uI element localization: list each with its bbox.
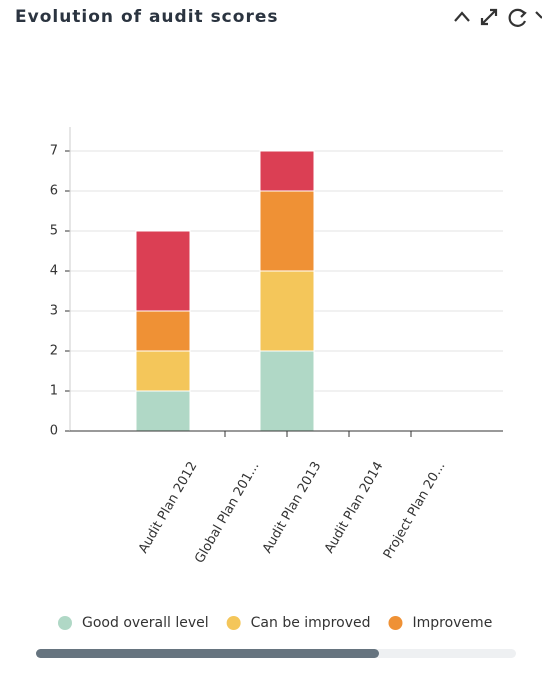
y-tick-label: 2 (50, 344, 58, 359)
x-tick-label: Audit Plan 2014 (322, 459, 387, 556)
legend-item[interactable]: Good overall level (58, 615, 209, 631)
y-tick-label: 6 (50, 184, 58, 199)
legend-marker (226, 616, 241, 630)
expand-icon[interactable] (480, 8, 498, 26)
legend-label: Can be improved (251, 615, 371, 631)
x-tick-label: Global Plan 201... (192, 459, 262, 566)
close-icon[interactable] (535, 11, 542, 19)
y-tick-label: 0 (50, 424, 58, 439)
legend: Good overall level Can be improved Improve… (58, 615, 492, 631)
bar-segment (135, 390, 191, 432)
x-tick-label: Audit Plan 2013 (260, 459, 325, 556)
chart-title: Evolution of audit scores (15, 7, 278, 27)
bar-segment (259, 270, 315, 352)
y-tick-label: 5 (50, 224, 58, 239)
x-tick-label: Audit Plan 2012 (136, 459, 201, 556)
bar-segment (259, 350, 315, 432)
bar-segment (259, 190, 315, 272)
y-tick-label: 3 (50, 304, 58, 319)
legend-marker (58, 616, 72, 630)
legend-item[interactable]: Improveme (388, 615, 492, 631)
y-tick-label: 4 (50, 264, 58, 279)
legend-marker (388, 616, 403, 630)
bar-segment (259, 150, 315, 192)
bar-segment (135, 230, 191, 312)
collapse-icon[interactable] (454, 11, 470, 22)
refresh-icon[interactable] (508, 8, 527, 27)
legend-label: Good overall level (82, 615, 209, 631)
y-tick-label: 1 (50, 384, 58, 399)
legend-label: Improveme (412, 615, 492, 631)
toolbar (454, 8, 542, 27)
y-tick-label: 7 (50, 144, 58, 159)
bar-segment (135, 310, 191, 352)
x-tick-label: Project Plan 20... (381, 459, 449, 561)
scrollbar-thumb[interactable] (36, 649, 379, 658)
legend-item[interactable]: Can be improved (226, 615, 371, 631)
bar-segment (135, 350, 191, 392)
